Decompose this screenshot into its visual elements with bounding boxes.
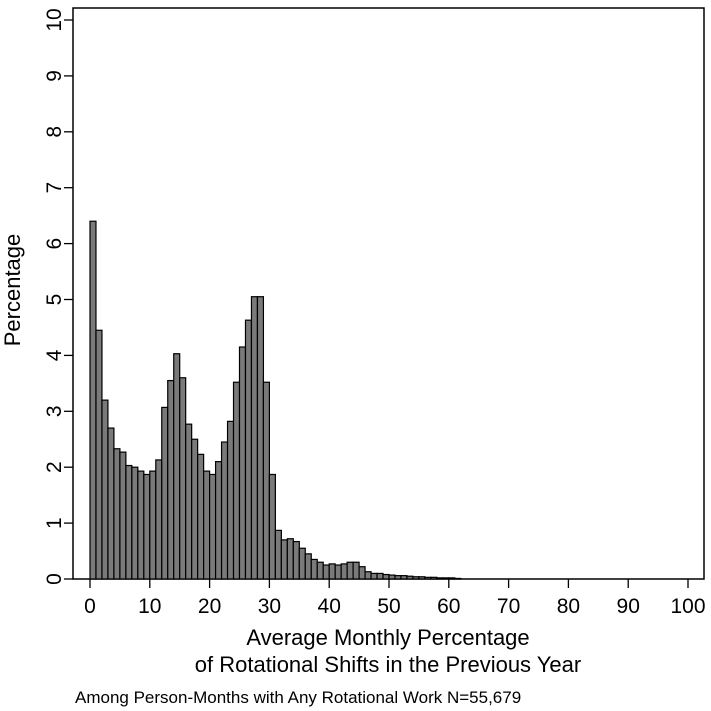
histogram-bar	[298, 547, 306, 580]
y-tick-label: 8	[43, 126, 66, 138]
histogram-bar	[364, 571, 372, 580]
histogram-bar	[442, 577, 450, 580]
histogram-bar	[328, 563, 336, 580]
histogram-bar	[454, 577, 462, 580]
y-tick-label: 5	[43, 294, 66, 306]
histogram-bar	[95, 329, 103, 580]
histogram-bar	[292, 540, 300, 580]
sample-note: Among Person-Months with Any Rotational …	[75, 688, 521, 707]
histogram-bar	[89, 220, 97, 580]
histogram-bar	[334, 564, 342, 580]
histogram-bar	[280, 539, 288, 580]
x-axis-title-line-2: of Rotational Shifts in the Previous Yea…	[195, 652, 581, 677]
y-tick-label: 1	[43, 517, 66, 529]
x-tick-label: 80	[557, 595, 580, 618]
y-axis-ticks: 0 1 2 3 4 5 6 7 8 9 10	[43, 8, 73, 585]
y-tick-label: 4	[43, 349, 66, 361]
histogram-bar	[382, 573, 390, 580]
histogram-bar	[346, 561, 354, 580]
histogram-bar	[388, 574, 396, 580]
x-tick-label: 30	[258, 595, 281, 618]
histogram-bar	[256, 296, 265, 580]
x-tick-label: 90	[617, 595, 640, 618]
x-tick-label: 0	[84, 595, 96, 618]
x-tick-label: 70	[497, 595, 520, 618]
x-tick-label: 10	[138, 595, 161, 618]
histogram-bar	[226, 420, 235, 580]
histogram-bar	[286, 538, 294, 580]
histogram-bar	[274, 529, 282, 580]
histogram-bar	[304, 553, 312, 580]
histogram-bar	[155, 459, 163, 580]
histogram-bar	[214, 461, 223, 580]
x-axis-title-line-1: Average Monthly Percentage	[246, 625, 529, 650]
histogram-bar	[268, 473, 276, 580]
histogram-bar	[430, 576, 438, 580]
histogram-bar	[238, 346, 247, 580]
x-axis-ticks: 0 10 20 30 40 50 60 70 80 90 100	[84, 579, 706, 618]
histogram-bar	[406, 575, 414, 580]
histogram-bar	[143, 473, 151, 580]
y-tick-label: 9	[43, 70, 66, 82]
histogram-bar	[220, 441, 229, 580]
histogram-bar	[149, 470, 157, 580]
x-tick-label: 60	[437, 595, 460, 618]
histogram-bar	[448, 577, 456, 580]
histogram-bar	[161, 406, 169, 580]
histogram-bar	[167, 379, 175, 580]
histogram-bar	[197, 453, 205, 580]
histogram-bar	[352, 561, 360, 580]
histogram-bar	[418, 576, 426, 580]
histogram-bar	[119, 451, 127, 580]
histogram-bar	[250, 296, 259, 580]
histogram-bar	[107, 427, 115, 580]
y-tick-label: 2	[43, 461, 66, 473]
histogram-bar	[400, 575, 408, 580]
histogram-bar	[322, 564, 330, 580]
x-tick-label: 20	[198, 595, 221, 618]
histogram-bar	[244, 319, 253, 580]
x-tick-label: 100	[670, 595, 705, 618]
y-tick-label: 3	[43, 405, 66, 417]
histogram-bar	[340, 563, 348, 580]
y-tick-label: 10	[43, 8, 66, 31]
histogram-bar	[203, 470, 211, 580]
histogram-bar	[394, 575, 402, 580]
x-tick-label: 50	[377, 595, 400, 618]
histogram-bar	[376, 572, 384, 580]
y-tick-label: 0	[43, 573, 66, 585]
histogram-bar	[358, 566, 366, 580]
y-axis-title: Percentage	[0, 234, 25, 347]
histogram-bar	[370, 572, 378, 580]
histogram-bar	[137, 470, 145, 580]
histogram-bar	[209, 473, 217, 580]
histogram-bar	[436, 577, 444, 580]
histogram-bar	[310, 558, 318, 580]
histogram-bar	[232, 381, 241, 580]
histogram-bar	[125, 464, 133, 580]
histogram-bar	[412, 576, 420, 580]
y-tick-label: 6	[43, 238, 66, 250]
histogram-bar	[179, 377, 187, 580]
histogram-bar	[185, 423, 193, 580]
histogram-bar	[113, 448, 121, 580]
histogram-bar	[173, 353, 181, 580]
x-tick-label: 40	[318, 595, 341, 618]
histogram-bar	[131, 466, 139, 580]
histogram-bar	[262, 381, 271, 580]
bars-layer	[89, 220, 462, 580]
histogram-bar	[191, 438, 199, 580]
histogram-bar	[316, 561, 324, 580]
histogram-bar	[424, 576, 432, 580]
y-tick-label: 7	[43, 182, 66, 194]
histogram-bar	[101, 399, 109, 580]
